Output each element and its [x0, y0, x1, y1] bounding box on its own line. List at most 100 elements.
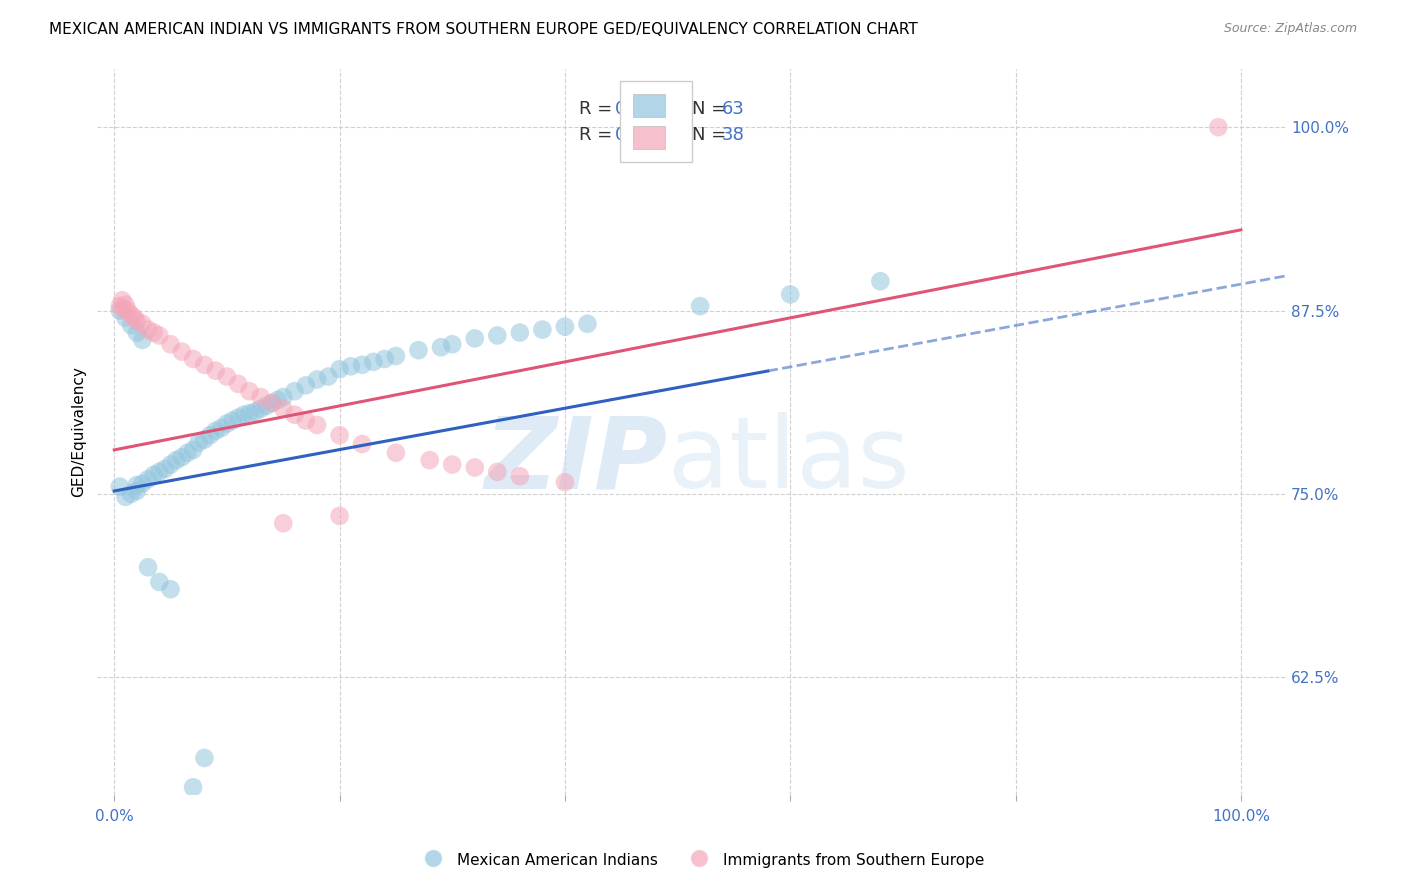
Point — [260, 396, 283, 410]
Point — [271, 516, 294, 531]
Point — [283, 384, 305, 399]
Point — [111, 293, 134, 308]
Point — [142, 467, 165, 482]
Point — [181, 442, 204, 457]
Point — [554, 319, 576, 334]
Point — [352, 358, 374, 372]
Point — [114, 298, 136, 312]
Point — [136, 472, 159, 486]
Text: MEXICAN AMERICAN INDIAN VS IMMIGRANTS FROM SOUTHERN EUROPE GED/EQUIVALENCY CORRE: MEXICAN AMERICAN INDIAN VS IMMIGRANTS FR… — [49, 22, 918, 37]
Point — [165, 453, 187, 467]
Point — [117, 303, 139, 318]
Y-axis label: GED/Equivalency: GED/Equivalency — [72, 366, 86, 497]
Point — [159, 458, 181, 472]
Point — [464, 331, 486, 345]
Point — [305, 417, 328, 432]
Point — [385, 446, 408, 460]
Point — [120, 487, 142, 501]
Point — [131, 317, 153, 331]
Text: 38: 38 — [721, 127, 744, 145]
Point — [131, 333, 153, 347]
Point — [408, 343, 430, 358]
Text: R =: R = — [579, 100, 617, 118]
Point — [329, 508, 352, 523]
Point — [142, 326, 165, 340]
Point — [249, 390, 271, 404]
Point — [108, 479, 131, 493]
Point — [131, 476, 153, 491]
Text: 63: 63 — [721, 100, 744, 118]
Point — [271, 390, 294, 404]
Point — [271, 401, 294, 416]
Point — [509, 469, 531, 483]
Point — [170, 450, 193, 465]
Text: R =: R = — [579, 127, 617, 145]
Point — [176, 446, 198, 460]
Point — [120, 318, 142, 333]
Point — [125, 483, 148, 498]
Point — [159, 582, 181, 597]
Point — [232, 408, 254, 422]
Point — [215, 369, 238, 384]
Text: 0.0%: 0.0% — [94, 809, 134, 824]
Point — [531, 323, 554, 337]
Point — [509, 326, 531, 340]
Text: N =: N = — [692, 127, 731, 145]
Point — [576, 317, 599, 331]
Point — [125, 326, 148, 340]
Point — [430, 340, 453, 354]
Point — [374, 351, 396, 366]
Point — [148, 328, 170, 343]
Text: 100.0%: 100.0% — [1212, 809, 1270, 824]
Point — [419, 453, 441, 467]
Point — [238, 406, 260, 420]
Point — [294, 413, 316, 427]
Text: 0.215: 0.215 — [614, 100, 666, 118]
Point — [441, 337, 464, 351]
Point — [170, 344, 193, 359]
Point — [226, 376, 249, 391]
Point — [125, 314, 148, 328]
Point — [193, 358, 215, 372]
Point — [112, 302, 135, 317]
Point — [294, 378, 316, 392]
Point — [554, 475, 576, 490]
Legend: , : , — [620, 81, 692, 161]
Point — [193, 751, 215, 765]
Point — [318, 369, 340, 384]
Point — [352, 437, 374, 451]
Point — [226, 410, 249, 425]
Point — [136, 323, 159, 337]
Point — [441, 458, 464, 472]
Point — [181, 780, 204, 795]
Legend: Mexican American Indians, Immigrants from Southern Europe: Mexican American Indians, Immigrants fro… — [415, 845, 991, 875]
Text: 0.226: 0.226 — [614, 127, 666, 145]
Point — [340, 359, 363, 374]
Point — [125, 478, 148, 492]
Point — [209, 421, 232, 435]
Point — [249, 401, 271, 416]
Point — [193, 433, 215, 447]
Point — [108, 303, 131, 318]
Point — [329, 428, 352, 442]
Point — [136, 560, 159, 574]
Point — [108, 299, 131, 313]
Point — [486, 465, 509, 479]
Point — [329, 362, 352, 376]
Point — [779, 287, 801, 301]
Point — [120, 308, 142, 322]
Point — [254, 399, 277, 413]
Point — [148, 574, 170, 589]
Point — [464, 460, 486, 475]
Point — [260, 396, 283, 410]
Point — [305, 372, 328, 386]
Point — [385, 349, 408, 363]
Text: N =: N = — [692, 100, 731, 118]
Point — [1208, 120, 1230, 135]
Point — [153, 462, 176, 476]
Point — [238, 384, 260, 399]
Point — [689, 299, 711, 313]
Text: Source: ZipAtlas.com: Source: ZipAtlas.com — [1223, 22, 1357, 36]
Point — [204, 364, 226, 378]
Point — [198, 428, 221, 442]
